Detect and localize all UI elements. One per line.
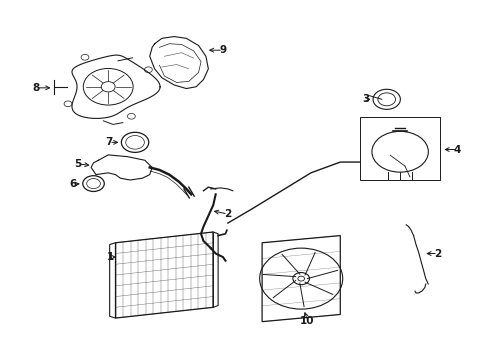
Text: 9: 9 [220, 45, 226, 55]
Text: 3: 3 [363, 94, 370, 104]
Text: 2: 2 [434, 248, 441, 258]
Text: 2: 2 [224, 209, 231, 219]
Text: 7: 7 [105, 138, 113, 147]
Bar [360, 117, 441, 180]
Text: 6: 6 [70, 179, 76, 189]
Text: 4: 4 [454, 144, 461, 154]
Text: 8: 8 [32, 83, 40, 93]
Text: 10: 10 [300, 316, 315, 325]
Text: 5: 5 [74, 159, 81, 169]
Text: 1: 1 [107, 252, 114, 262]
